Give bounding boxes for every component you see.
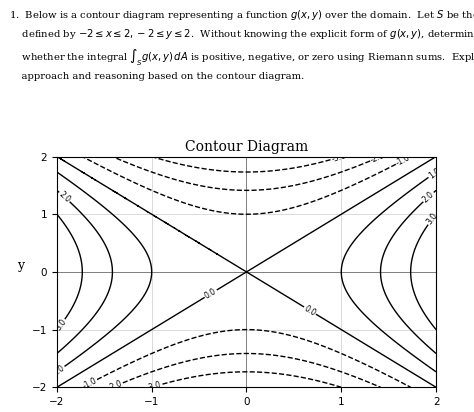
Text: -3.0: -3.0 bbox=[330, 151, 347, 164]
Text: 1.0: 1.0 bbox=[51, 363, 66, 378]
Text: -1.0: -1.0 bbox=[81, 376, 98, 391]
Text: 1.0: 1.0 bbox=[427, 166, 442, 180]
Text: 0.0: 0.0 bbox=[203, 287, 218, 301]
Text: -3.0: -3.0 bbox=[146, 380, 163, 393]
Text: -2.0: -2.0 bbox=[369, 151, 386, 165]
Text: 2.0: 2.0 bbox=[421, 190, 436, 204]
Title: Contour Diagram: Contour Diagram bbox=[185, 140, 308, 154]
Text: 3.0: 3.0 bbox=[54, 317, 68, 332]
Text: 2.0: 2.0 bbox=[57, 190, 72, 204]
Text: 0.0: 0.0 bbox=[302, 304, 318, 318]
Text: 1.  Below is a contour diagram representing a function $g(x, y)$ over the domain: 1. Below is a contour diagram representi… bbox=[9, 8, 474, 81]
Text: 3.0: 3.0 bbox=[425, 211, 439, 227]
Text: -1.0: -1.0 bbox=[395, 153, 412, 168]
Y-axis label: y: y bbox=[17, 259, 24, 272]
Text: -2.0: -2.0 bbox=[107, 379, 124, 393]
